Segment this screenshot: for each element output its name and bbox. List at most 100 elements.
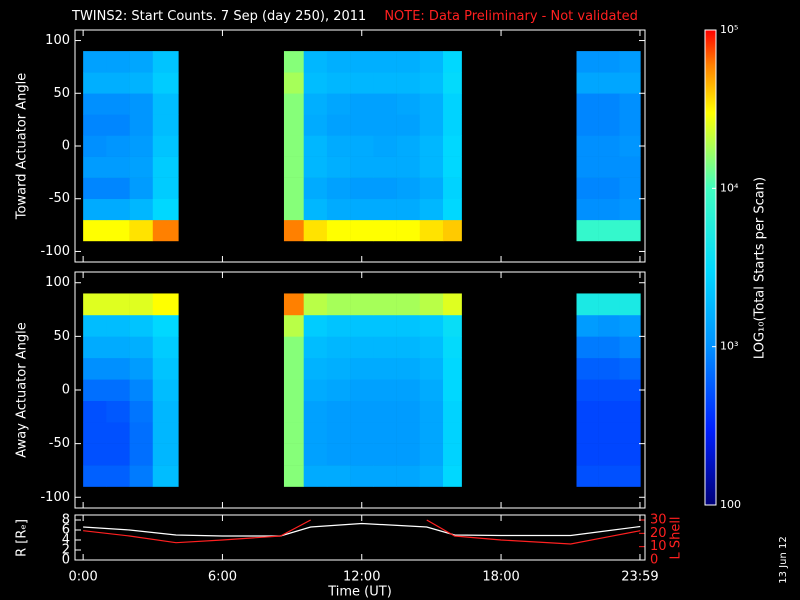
heatmap-cell [303, 51, 328, 73]
heatmap-cell [106, 156, 130, 178]
heatmap-cell [419, 314, 444, 337]
heatmap-cell [396, 443, 421, 466]
heatmap-cell [152, 198, 179, 221]
x-tick-label: 0:00 [69, 570, 98, 585]
heatmap-cell [350, 156, 374, 178]
heatmap-cell [152, 422, 179, 444]
heatmap-cell [350, 198, 374, 221]
heatmap-cell [350, 465, 374, 487]
y-tick-label: 0 [62, 139, 70, 154]
heatmap-cell [129, 422, 154, 444]
heatmap-cell [598, 135, 620, 157]
x-tick-label: 12:00 [343, 570, 380, 585]
heatmap-cell [152, 293, 179, 316]
heatmap-cell [83, 336, 107, 359]
heatmap-cell [598, 314, 620, 337]
heatmap-cell [443, 177, 462, 200]
y2-tick-label: 10 [650, 539, 667, 554]
heatmap-cell [373, 177, 397, 200]
heatmap-cell [303, 400, 328, 423]
heatmap-cell [106, 465, 130, 487]
heatmap-cell [619, 379, 641, 402]
x-tick-label: 18:00 [482, 570, 519, 585]
colorbar-tick-label: 10⁴ [720, 181, 739, 194]
heatmap-cell [598, 198, 620, 221]
heatmap-cell [152, 357, 179, 380]
heatmap-cell [598, 293, 620, 316]
heatmap-cell [326, 219, 351, 242]
heatmap-cell [83, 135, 107, 157]
heatmap-cell [152, 135, 179, 157]
heatmap-cell [373, 51, 397, 73]
heatmap-cell [326, 114, 351, 136]
heatmap-cell [303, 379, 328, 402]
heatmap-cell [303, 198, 328, 221]
heatmap-cell [152, 465, 179, 487]
heatmap-cell [443, 400, 462, 423]
heatmap-cell [326, 336, 351, 359]
heatmap-cell [443, 114, 462, 136]
heatmap-cell [303, 156, 328, 178]
y2-tick-label: 0 [650, 553, 658, 568]
heatmap-cell [326, 135, 351, 157]
heatmap-cell [83, 379, 107, 402]
heatmap-cell [283, 114, 304, 136]
heatmap-cell [350, 336, 374, 359]
y-tick-label: 4 [62, 533, 70, 548]
heatmap-cell [326, 72, 351, 94]
y2-tick-label: 30 [650, 513, 667, 528]
heatmap-cell [419, 93, 444, 115]
y-tick-label: -100 [40, 244, 70, 259]
heatmap-cell [152, 443, 179, 466]
heatmap-cell [619, 400, 641, 423]
heatmap-cell [303, 93, 328, 115]
heatmap-cell [283, 135, 304, 157]
heatmap-cell [283, 198, 304, 221]
heatmap-cell [419, 72, 444, 94]
heatmap-cell [419, 135, 444, 157]
heatmap-cell [396, 314, 421, 337]
heatmap-cell [396, 177, 421, 200]
heatmap-cell [303, 314, 328, 337]
heatmap-cell [106, 219, 130, 242]
heatmap-cell [598, 336, 620, 359]
heatmap-cell [576, 314, 599, 337]
heatmap-cell [576, 51, 599, 73]
heatmap-cell [283, 422, 304, 444]
heatmap-cell [326, 293, 351, 316]
heatmap-cell [283, 93, 304, 115]
heatmap-cell [129, 357, 154, 380]
heatmap-cell [443, 465, 462, 487]
heatmap-cell [283, 400, 304, 423]
heatmap-cell [619, 314, 641, 337]
heatmap-cell [106, 177, 130, 200]
heatmap-cell [576, 336, 599, 359]
heatmap-cell [576, 400, 599, 423]
colorbar-tick-label: 10³ [720, 340, 738, 353]
heatmap-cell [619, 198, 641, 221]
heatmap-cell [326, 357, 351, 380]
heatmap-cell [419, 293, 444, 316]
heatmap-cell [373, 443, 397, 466]
heatmap-cell [129, 51, 154, 73]
heatmap-cell [419, 156, 444, 178]
heatmap-cell [619, 156, 641, 178]
y-tick-label: 6 [62, 523, 70, 538]
chart-title: TWINS2: Start Counts. 7 Sep (day 250), 2… [71, 9, 638, 24]
date-stamp: 13 Jun 12 [778, 536, 789, 583]
heatmap-cell [443, 379, 462, 402]
heatmap-cell [152, 51, 179, 73]
heatmap-cell [283, 379, 304, 402]
heatmap-cell [576, 443, 599, 466]
heatmap-cell [283, 336, 304, 359]
y-axis-label: R [Rₑ] [15, 519, 30, 557]
heatmap-cell [129, 114, 154, 136]
heatmap-cell [619, 72, 641, 94]
heatmap-cell [373, 422, 397, 444]
heatmap-cell [152, 72, 179, 94]
heatmap-cell [396, 51, 421, 73]
heatmap-cell [350, 422, 374, 444]
heatmap-cell [350, 314, 374, 337]
heatmap-cell [443, 293, 462, 316]
